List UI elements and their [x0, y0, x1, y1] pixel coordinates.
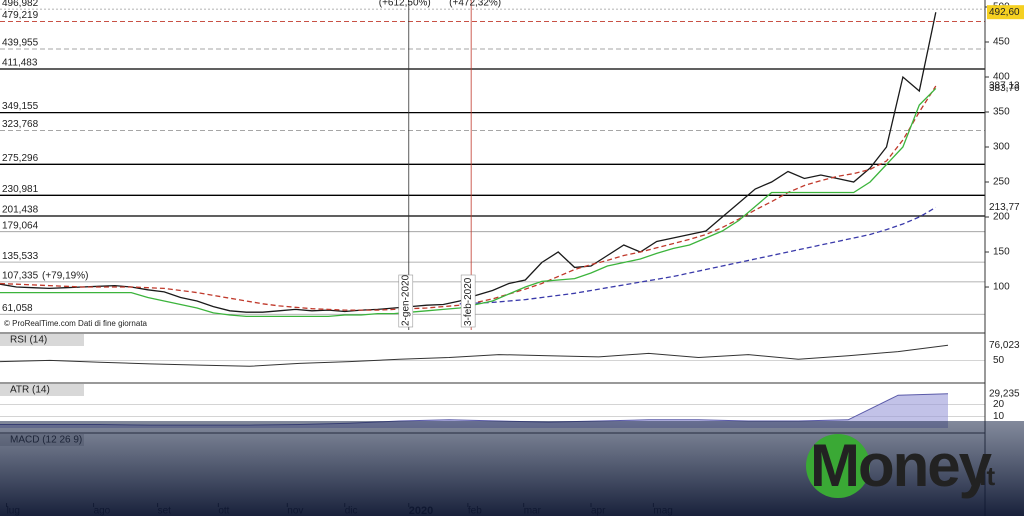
level-label: 411,483 — [2, 58, 38, 69]
y-tick-label: 450 — [993, 37, 1010, 48]
last-label: 387,13 — [989, 81, 1020, 92]
y-tick-label: 150 — [993, 247, 1010, 258]
price-series — [0, 12, 937, 313]
price-series — [459, 206, 937, 305]
logo-brand: Money — [810, 432, 993, 499]
level-label: 496,982 — [2, 0, 39, 9]
event-box — [398, 274, 414, 328]
panel-title-bg — [0, 384, 84, 396]
last-label: 29,235 — [989, 388, 1020, 399]
panel-title: ATR (14) — [10, 385, 50, 396]
y-tick-label: 350 — [993, 107, 1010, 118]
y-tick-label: 100 — [993, 282, 1010, 293]
event-label: 2-gen-2020 — [400, 274, 411, 326]
level-label: 275,296 — [2, 153, 39, 164]
level-label: 61,058 — [2, 303, 33, 314]
last-label: 76,023 — [989, 340, 1020, 351]
last-label-bg — [987, 5, 1024, 20]
panel-title-bg — [0, 334, 84, 346]
level-label: 479,219 — [2, 10, 39, 21]
y-tick-label: 250 — [993, 177, 1010, 188]
level-label: 107,335 — [2, 271, 39, 282]
level-change: (+79,19%) — [42, 271, 88, 282]
y-tick-label: 10 — [993, 411, 1005, 422]
last-label: 492,60 — [989, 7, 1020, 18]
y-tick-label: 400 — [993, 72, 1010, 83]
level-label: 349,155 — [2, 101, 39, 112]
event-box — [460, 274, 476, 328]
price-series — [0, 85, 937, 311]
logo-circle — [806, 434, 870, 498]
y-tick-label: 20 — [993, 399, 1005, 410]
event-change: (+472,32%) — [449, 0, 501, 9]
logo-tld: .it — [972, 461, 995, 491]
level-label: 439,955 — [2, 38, 39, 49]
price-panel — [0, 0, 985, 330]
last-label: 383,76 — [989, 83, 1020, 94]
level-label: 179,064 — [2, 220, 39, 231]
level-label: 230,981 — [2, 184, 39, 195]
event-label: 3-feb-2020 — [463, 277, 474, 326]
level-label: 201,438 — [2, 205, 39, 216]
area-series — [0, 393, 949, 426]
y-tick-label: 300 — [993, 142, 1010, 153]
source: © ProRealTime.com Dati di fine giornata — [4, 319, 148, 328]
level-label: 323,768 — [2, 119, 39, 130]
y-tick-label: 50 — [993, 355, 1005, 366]
y-tick-label: 200 — [993, 212, 1010, 223]
level-label: 135,533 — [2, 251, 39, 262]
event-change: (+612,50%) — [379, 0, 431, 9]
line-series — [0, 344, 949, 367]
panel-title: RSI (14) — [10, 335, 47, 346]
last-label: 213,77 — [989, 202, 1020, 213]
